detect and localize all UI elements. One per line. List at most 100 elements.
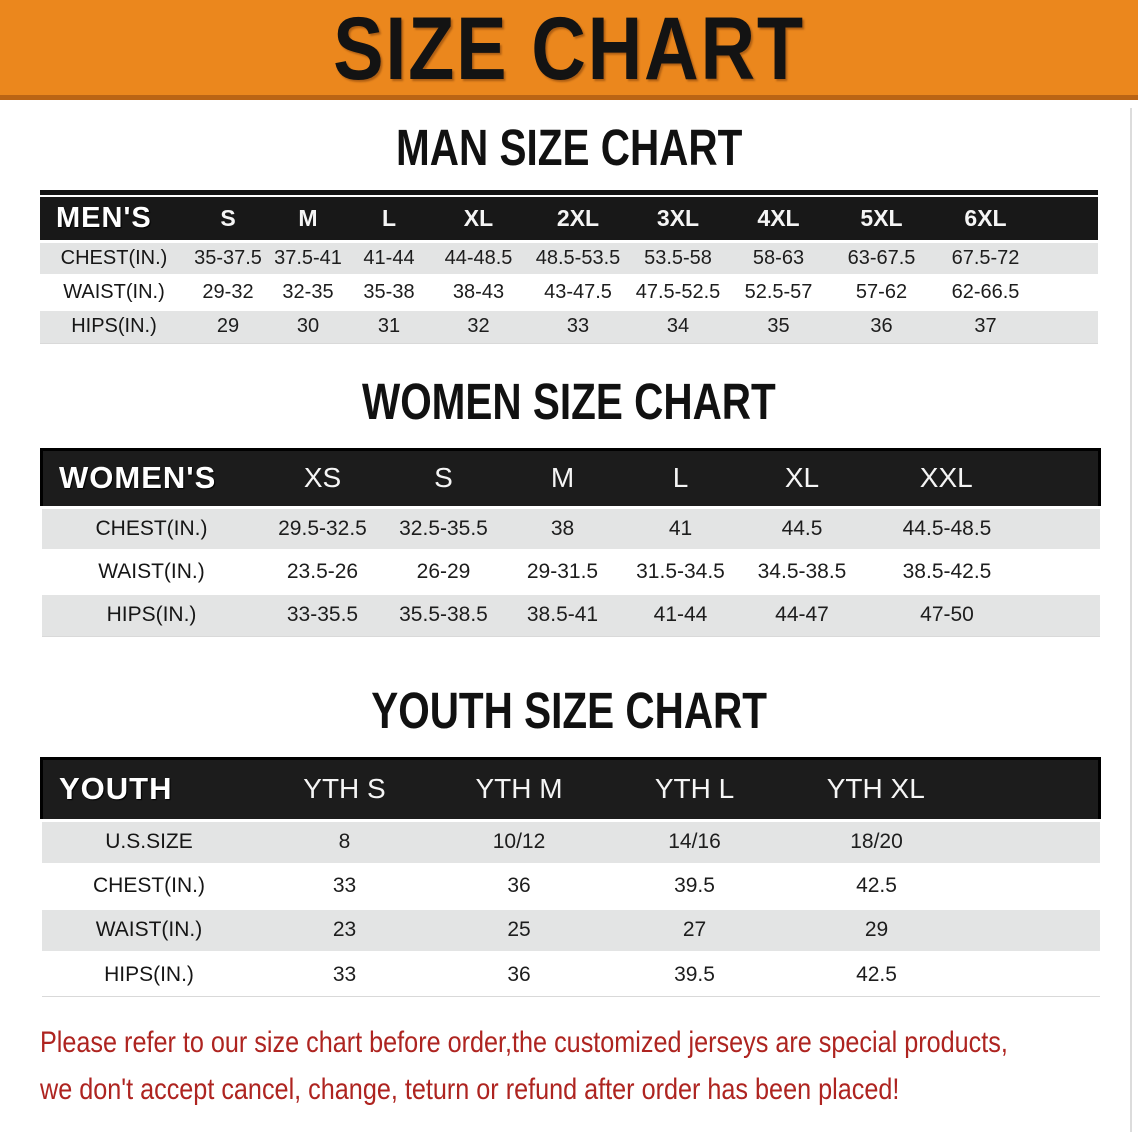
women-size-table: WOMEN'S XS S M L XL XXL CHEST(IN.) 29.5-32.5 32.5… <box>40 448 1101 637</box>
size-value-cell: 63-67.5 <box>830 239 933 275</box>
table-header-row: WOMEN'S XS S M L XL XXL <box>41 449 1100 507</box>
table-title: YOUTH <box>41 758 257 820</box>
size-value-cell: 43-47.5 <box>527 273 629 309</box>
size-column-header: XS <box>261 449 384 507</box>
table-row: CHEST(IN.) 33 36 39.5 42.5 <box>41 862 1100 908</box>
size-value-cell: 29 <box>188 307 268 344</box>
size-value-cell: 32.5-35.5 <box>383 505 504 550</box>
order-policy-note-line-1: Please refer to our size chart before or… <box>40 1025 1008 1059</box>
size-value-cell: 38 <box>503 505 622 550</box>
size-chart-banner: SIZE CHART <box>0 0 1138 100</box>
size-value-cell: 35.5-38.5 <box>383 591 504 637</box>
size-value-cell: 27 <box>605 906 784 952</box>
order-policy-note: Please refer to our size chart before or… <box>40 1019 1138 1113</box>
size-column-header: 2XL <box>527 197 629 241</box>
table-row: WAIST(IN.) 23.5-26 26-29 29-31.5 31.5-34.5 34… <box>41 548 1100 593</box>
youth-section-heading-text: YOUTH SIZE CHART <box>371 682 767 740</box>
size-column-header: YTH M <box>432 758 606 820</box>
table-title: MEN'S <box>40 197 188 241</box>
size-value-cell: 29-32 <box>188 273 268 309</box>
size-column-header: L <box>348 197 430 241</box>
row-label: CHEST(IN.) <box>40 239 188 275</box>
table-row: HIPS(IN.) 33 36 39.5 42.5 <box>41 950 1100 997</box>
size-value-cell: 42.5 <box>783 950 1100 997</box>
size-value-cell: 38.5-42.5 <box>864 548 1100 593</box>
size-value-cell: 38-43 <box>430 273 527 309</box>
size-column-header: XXL <box>864 449 1100 507</box>
table-row: CHEST(IN.) 35-37.5 37.5-41 41-44 44-48.5 48.5… <box>40 239 1098 275</box>
size-value-cell: 44-48.5 <box>430 239 527 275</box>
size-column-header: 6XL <box>933 197 1098 241</box>
page-edge-line <box>1130 108 1132 1132</box>
row-label: CHEST(IN.) <box>41 505 262 550</box>
row-label: WAIST(IN.) <box>41 548 262 593</box>
row-label: HIPS(IN.) <box>41 950 257 997</box>
size-value-cell: 67.5-72 <box>933 239 1098 275</box>
size-value-cell: 58-63 <box>727 239 830 275</box>
row-label: WAIST(IN.) <box>40 273 188 309</box>
size-value-cell: 29 <box>783 906 1100 952</box>
size-value-cell: 29.5-32.5 <box>261 505 384 550</box>
size-value-cell: 37 <box>933 307 1098 344</box>
women-section-heading-text: WOMEN SIZE CHART <box>362 373 776 431</box>
size-column-header: M <box>503 449 622 507</box>
size-column-header: YTH L <box>605 758 784 820</box>
table-title: WOMEN'S <box>41 449 262 507</box>
size-value-cell: 35 <box>727 307 830 344</box>
size-value-cell: 38.5-41 <box>503 591 622 637</box>
size-value-cell: 33 <box>256 950 433 997</box>
size-value-cell: 32-35 <box>268 273 348 309</box>
table-row: CHEST(IN.) 29.5-32.5 32.5-35.5 38 41 44.5 44.5… <box>41 505 1100 550</box>
men-table-top-rule <box>40 190 1098 195</box>
size-value-cell: 42.5 <box>783 862 1100 908</box>
size-value-cell: 34 <box>629 307 727 344</box>
size-value-cell: 47.5-52.5 <box>629 273 727 309</box>
size-value-cell: 44.5 <box>739 505 865 550</box>
size-value-cell: 44.5-48.5 <box>864 505 1100 550</box>
size-value-cell: 31.5-34.5 <box>621 548 740 593</box>
size-column-header: 4XL <box>727 197 830 241</box>
size-value-cell: 33-35.5 <box>261 591 384 637</box>
size-value-cell: 34.5-38.5 <box>739 548 865 593</box>
size-value-cell: 31 <box>348 307 430 344</box>
table-row: WAIST(IN.) 29-32 32-35 35-38 38-43 43-47.5 47.… <box>40 273 1098 309</box>
size-column-header: 5XL <box>830 197 933 241</box>
banner-title: SIZE CHART <box>333 0 805 99</box>
size-value-cell: 35-38 <box>348 273 430 309</box>
size-column-header: 3XL <box>629 197 727 241</box>
size-value-cell: 39.5 <box>605 862 784 908</box>
table-row: HIPS(IN.) 33-35.5 35.5-38.5 38.5-41 41-44 44-… <box>41 591 1100 637</box>
table-row: WAIST(IN.) 23 25 27 29 <box>41 906 1100 952</box>
size-value-cell: 18/20 <box>783 818 1100 864</box>
youth-size-table: YOUTH YTH S YTH M YTH L YTH XL U.S.SIZE 8 10/12… <box>40 757 1101 997</box>
size-column-header: M <box>268 197 348 241</box>
size-value-cell: 36 <box>830 307 933 344</box>
size-value-cell: 25 <box>432 906 606 952</box>
size-value-cell: 44-47 <box>739 591 865 637</box>
women-section-heading: WOMEN SIZE CHART <box>0 374 1138 431</box>
size-value-cell: 14/16 <box>605 818 784 864</box>
size-value-cell: 36 <box>432 862 606 908</box>
size-column-header: S <box>188 197 268 241</box>
men-size-table: MEN'S S M L XL 2XL 3XL 4XL 5XL 6XL CHEST(IN.) 35-37… <box>40 197 1098 344</box>
size-value-cell: 30 <box>268 307 348 344</box>
table-row: U.S.SIZE 8 10/12 14/16 18/20 <box>41 818 1100 864</box>
size-value-cell: 48.5-53.5 <box>527 239 629 275</box>
size-value-cell: 10/12 <box>432 818 606 864</box>
size-value-cell: 53.5-58 <box>629 239 727 275</box>
size-column-header: YTH XL <box>783 758 1100 820</box>
size-value-cell: 33 <box>256 862 433 908</box>
size-value-cell: 41-44 <box>621 591 740 637</box>
table-row: HIPS(IN.) 29 30 31 32 33 34 35 36 37 <box>40 307 1098 344</box>
size-value-cell: 52.5-57 <box>727 273 830 309</box>
row-label: CHEST(IN.) <box>41 862 257 908</box>
row-label: WAIST(IN.) <box>41 906 257 952</box>
row-label: U.S.SIZE <box>41 818 257 864</box>
size-column-header: YTH S <box>256 758 433 820</box>
row-label: HIPS(IN.) <box>41 591 262 637</box>
size-value-cell: 62-66.5 <box>933 273 1098 309</box>
size-column-header: S <box>383 449 504 507</box>
size-value-cell: 41-44 <box>348 239 430 275</box>
size-value-cell: 32 <box>430 307 527 344</box>
size-value-cell: 8 <box>256 818 433 864</box>
